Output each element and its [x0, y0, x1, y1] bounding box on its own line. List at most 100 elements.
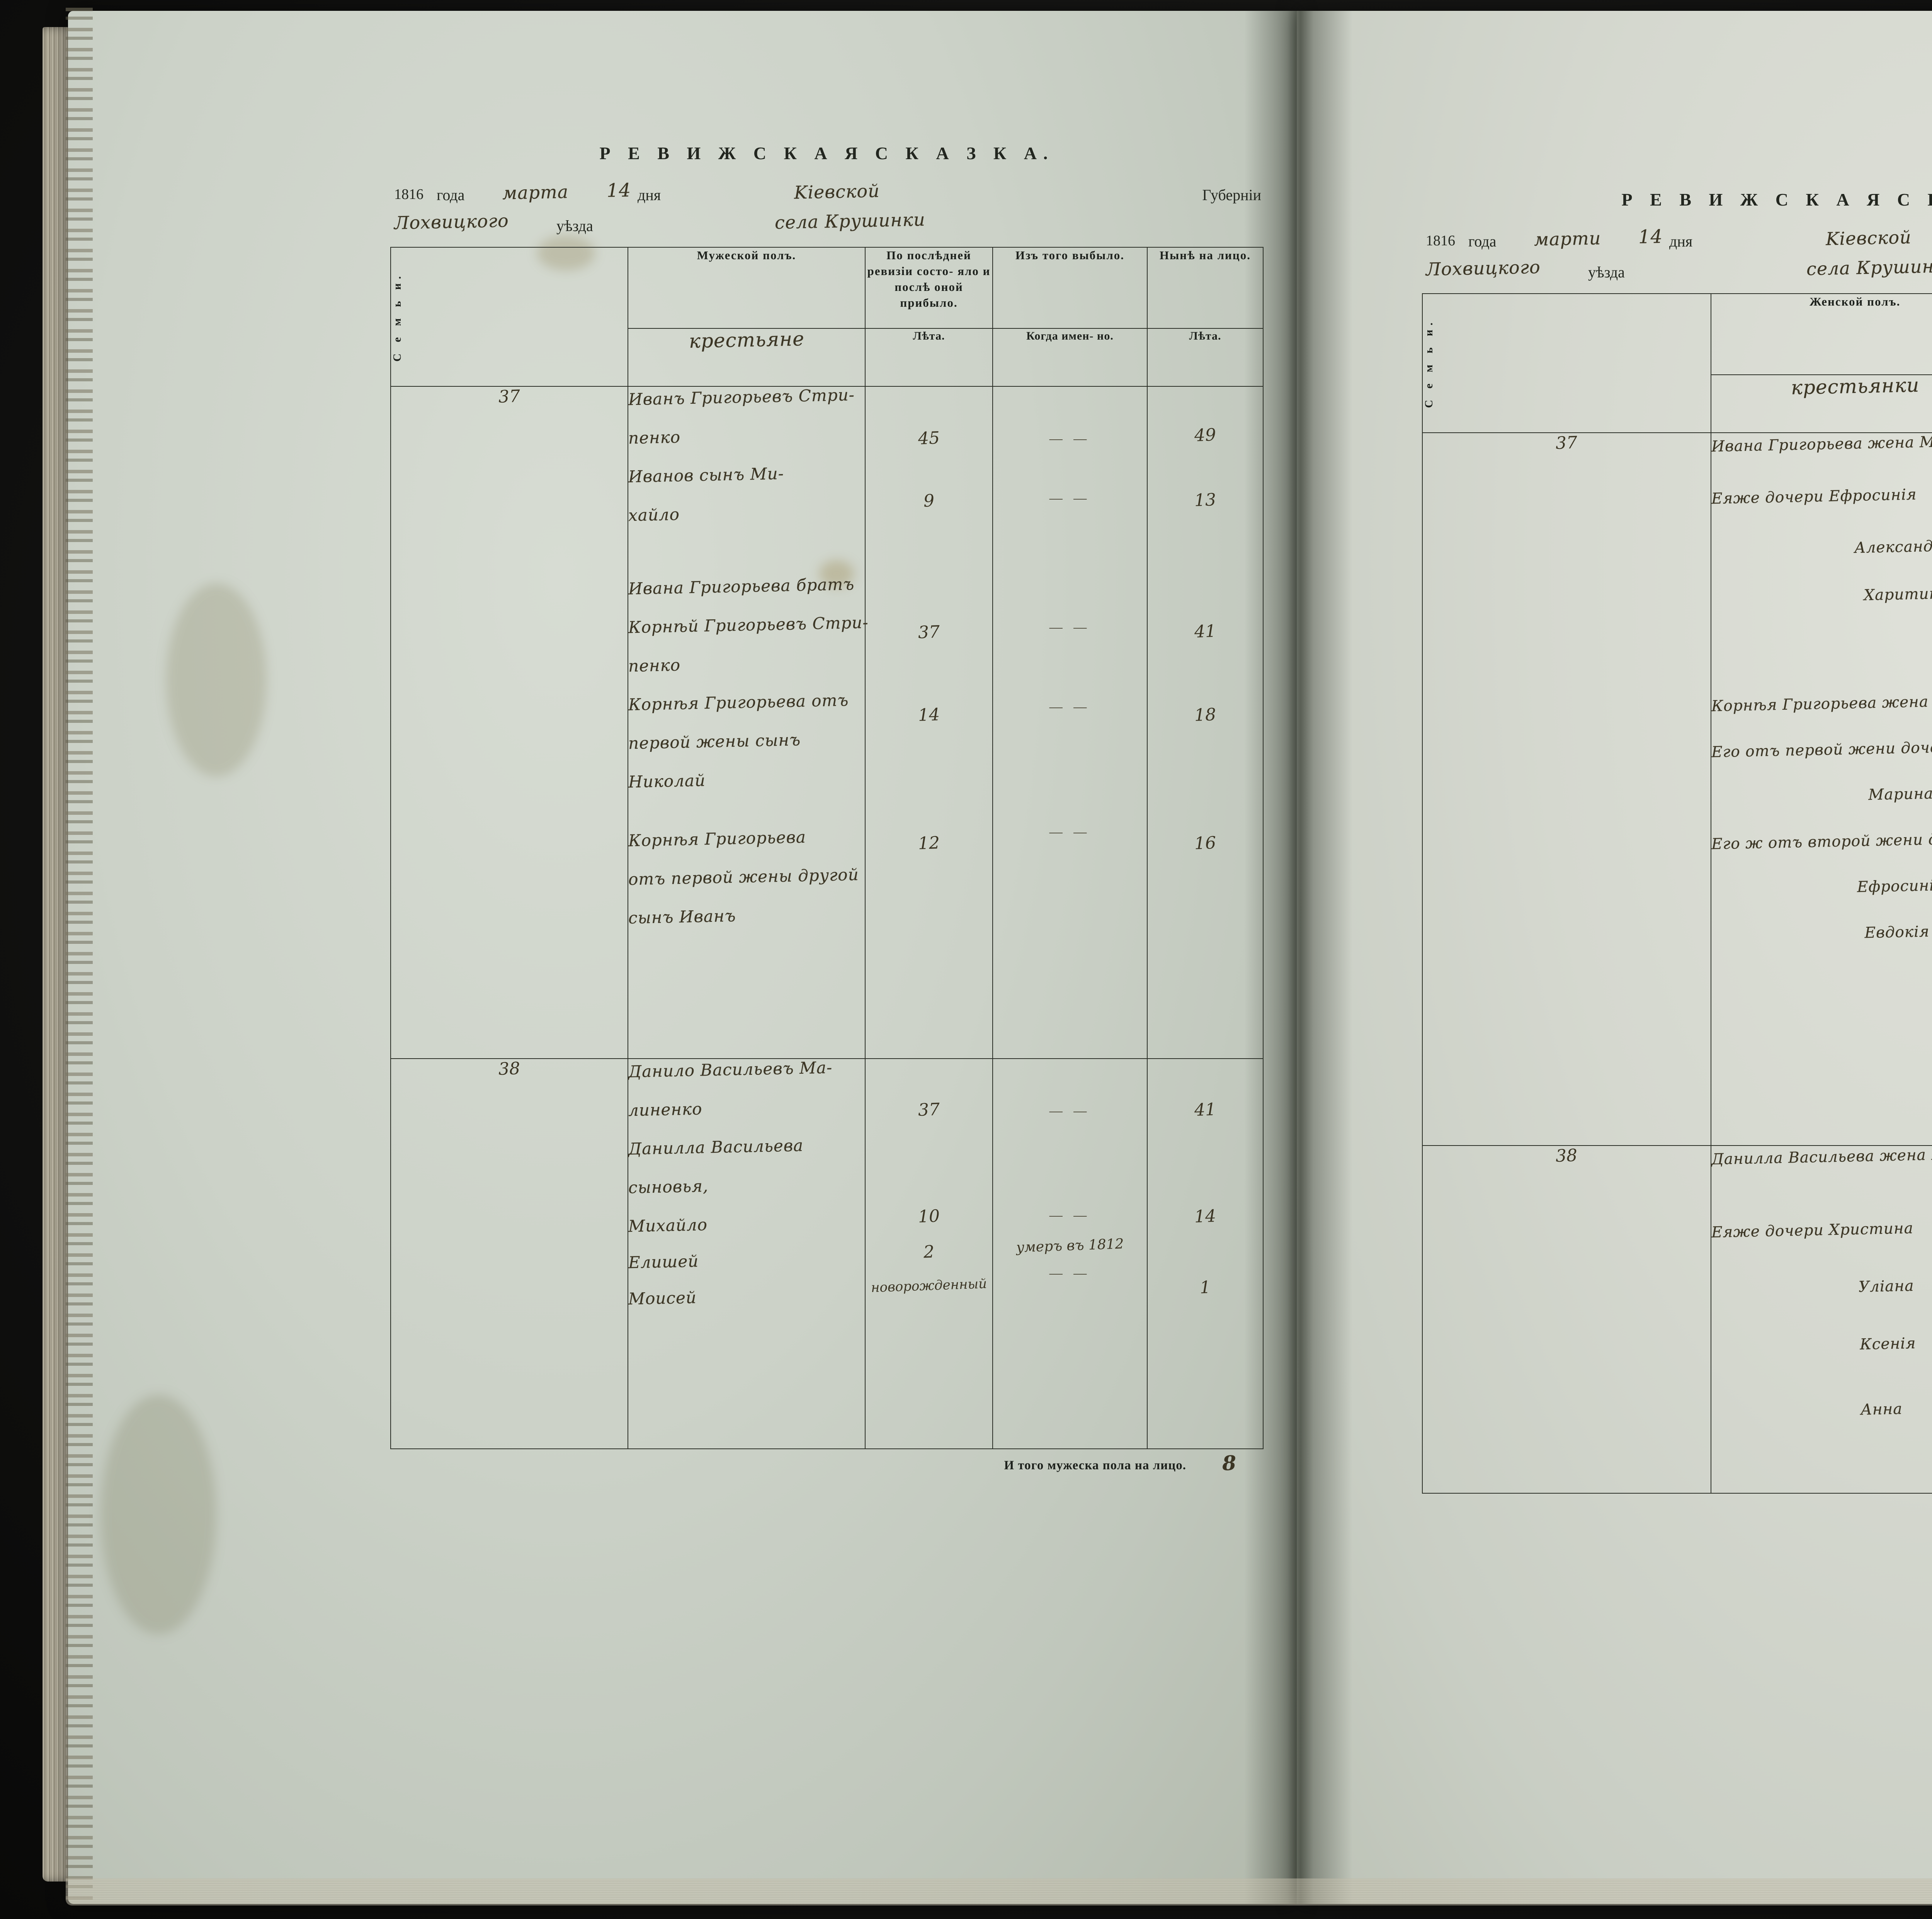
names-cell: Ивана Григорьева жена Марья Еяже дочери … [1710, 432, 1932, 1146]
age-previous: 9 [923, 491, 935, 511]
header-leta-1-left: Лѣта. [865, 328, 993, 387]
person-name: Данилла Васильева [628, 1135, 804, 1159]
page-edge-stack-bottom [66, 1878, 1932, 1905]
person-name: отъ первой жены другой [628, 865, 859, 889]
previous-age-cell: 45 9 37 14 12 [865, 386, 993, 1059]
family-number-cell: 38 [390, 1058, 628, 1449]
person-name: Еяже дочери Ефросинiя [1711, 486, 1917, 508]
dateline-goda-left: года [437, 186, 465, 204]
person-name: Корнѣя Григорьева отъ [628, 690, 849, 714]
family-number-cell: 38 [1422, 1145, 1711, 1494]
dateline-day-handwritten-left: 14 [606, 179, 631, 202]
age-present: 49 [1194, 425, 1216, 445]
tally-right: И того женска пола на лицо. 15 [1422, 1497, 1932, 1530]
names-cell: Данило Васильевъ Ма- линенко Данилла Вас… [628, 1058, 866, 1449]
person-name: Анна [1860, 1400, 1903, 1419]
age-previous: 45 [918, 428, 940, 449]
age-previous: 14 [918, 705, 940, 725]
revision-tale-form-right: Р Е В И Ж С К А Я С К А З К А. 1816 года… [1422, 189, 1932, 1530]
dateline-gubernii-left: Губернiи [1202, 186, 1261, 204]
departed-cell: — — — — — — — — — — [992, 386, 1148, 1059]
table-header-row-sub-left: крестьяне Лѣта. Когда имен- но. Лѣта. [391, 327, 1264, 387]
dateline-selo-handwritten-right: села Крушинки [1806, 255, 1932, 280]
dash-filler: — — [1049, 620, 1091, 634]
census-table-right: С е м ь и. Женской полъ. Во временной от… [1422, 293, 1932, 1494]
dateline-guberniya-handwritten-left: Kieвской [794, 180, 880, 203]
dash-filler: — — [1049, 1266, 1091, 1280]
tally-label-left: И того мужеска пола на лицо. [1004, 1458, 1186, 1472]
person-name: Михайло [628, 1215, 708, 1236]
table-header-row-main-left: С е м ь и. Мужеской полъ. По послѣдней р… [391, 247, 1264, 386]
person-name: Корнѣй Григорьевъ Стри- [628, 613, 869, 637]
family-number-cell: 37 [390, 386, 628, 1059]
open-book: 273 Р Е В И Ж С К А Я С К А З К А. 1816 … [43, 4, 1932, 1916]
header-semi-left: С е м ь и. [391, 247, 628, 386]
departed-cell: — — — — умеръ въ 1812 — — [992, 1058, 1148, 1449]
person-name: Моисей [628, 1288, 697, 1309]
person-name: Иванъ Григорьевъ Стри- [628, 385, 855, 409]
header-kogda-imenno-left: Когда имен- но. [992, 328, 1148, 387]
person-name: Его ж отъ второй жени дочь Евдокiя [1711, 829, 1932, 853]
person-name: Данилла Васильева жена Меланiя [1711, 1145, 1932, 1168]
age-present: 41 [1194, 621, 1216, 642]
header-male-hw-text-left: крестьяне [689, 327, 804, 353]
age-previous: 10 [918, 1206, 940, 1227]
table-row: 38 Данилла Васильева жена Меланiя Еяже д… [1422, 1145, 1932, 1494]
header-semi-right: С е м ь и. [1422, 294, 1711, 433]
age-present: 16 [1194, 833, 1216, 853]
header-leta-2-left: Лѣта. [1147, 328, 1264, 387]
person-name: Данило Васильевъ Ма- [628, 1058, 833, 1081]
person-name: Елишей [628, 1251, 699, 1272]
person-name: Корнѣя Григорьева жена Устина [1711, 692, 1932, 715]
person-name: Ивана Григорьева жена Марья [1711, 432, 1932, 456]
dateline-month-handwritten-right: марти [1534, 228, 1601, 250]
census-table-left: С е м ь и. Мужеской полъ. По послѣдней р… [390, 247, 1264, 1449]
person-name: Ефросинiя [1857, 877, 1932, 896]
age-present: 41 [1194, 1100, 1216, 1120]
header-departed-left: Изъ того выбыло. [992, 247, 1148, 329]
header-male-left: Мужеской полъ. [628, 247, 866, 329]
header-male-handwritten-left: крестьяне [628, 327, 866, 387]
dateline-guberniya-handwritten-right: Kieвской [1825, 226, 1912, 250]
dateline-dnya-left: дня [638, 186, 661, 204]
dash-filler: — — [1049, 1104, 1091, 1118]
age-previous: 37 [918, 1100, 940, 1120]
person-name: Иванов сынъ Ми- [628, 464, 784, 486]
tally-left: И того мужеска пола на лицо. 8 [390, 1451, 1264, 1486]
dateline-year-right: 1816 [1426, 233, 1455, 249]
dateline-day-handwritten-right: 14 [1638, 226, 1663, 248]
person-name: Его отъ первой жени дочери Марья [1711, 737, 1932, 761]
person-name: пенко [628, 427, 681, 448]
dateline-dnya-right: дня [1669, 233, 1693, 250]
person-name: Марина [1868, 785, 1932, 804]
person-name: линенко [628, 1099, 702, 1120]
header-female-hw-text-right: крестьянки [1791, 374, 1920, 399]
header-present-left: Нынѣ на лицо. [1147, 247, 1264, 329]
family-number: 37 [498, 386, 520, 407]
table-row: 38 Данило Васильевъ Ма- линенко Данилла … [390, 1058, 1264, 1449]
names-cell: Иванъ Григорьевъ Стри- пенко Иванов сынъ… [628, 385, 869, 1059]
dateline-uezda-right: уѣзда [1588, 263, 1625, 281]
dash-filler: — — [1049, 1208, 1091, 1222]
dateline-uezd-handwritten-left: Лохвицкого [394, 210, 509, 234]
header-female-right: Женской полъ. [1710, 293, 1932, 375]
dateline-goda-right: года [1468, 233, 1497, 250]
dateline-selo-handwritten-left: села Крушинки [774, 209, 926, 233]
present-age-cell: 41 14 1 [1147, 1058, 1264, 1449]
dateline-right: 1816 года марти 14 дня Kieвской Губернiи… [1422, 226, 1932, 293]
age-previous: 12 [918, 833, 940, 853]
previous-age-cell: 37 10 2 новорожденный [865, 1058, 993, 1449]
dash-filler: — — [1049, 491, 1091, 505]
dateline-month-handwritten-left: марта [502, 181, 569, 204]
person-name: Ивана Григорьева братъ [628, 575, 855, 598]
person-name: Ксенiя [1859, 1334, 1916, 1353]
person-name: сыновья, [628, 1176, 709, 1197]
form-title-left: Р Е В И Ж С К А Я С К А З К А. [599, 143, 1054, 163]
family-number-cell: 37 [1422, 432, 1711, 1146]
person-name: Евдокiя [1864, 923, 1930, 942]
table-header-row-main-right: С е м ь и. Женской полъ. Во временной от… [1422, 293, 1932, 433]
dateline-uezda-left: уѣзда [556, 217, 593, 235]
age-present: 14 [1194, 1206, 1216, 1227]
dateline-left: 1816 года марта 14 дня Kieвской Губернiи… [390, 179, 1264, 247]
person-name: Николай [628, 771, 706, 792]
